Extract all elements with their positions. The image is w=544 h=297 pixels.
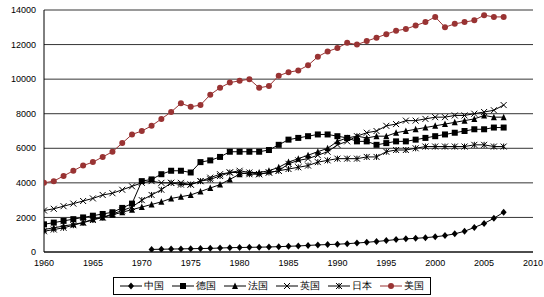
html-text:法国: 法国	[248, 280, 268, 291]
svg-text:2000: 2000	[16, 213, 36, 223]
svg-text:8000: 8000	[16, 109, 36, 119]
svg-text:1985: 1985	[278, 258, 298, 268]
svg-text:1975: 1975	[181, 258, 201, 268]
svg-text:1970: 1970	[132, 258, 152, 268]
html-text:德国: 德国	[196, 280, 216, 291]
svg-text:1965: 1965	[83, 258, 103, 268]
svg-text:12000: 12000	[11, 40, 36, 50]
svg-text:1995: 1995	[376, 258, 396, 268]
html-text:美国: 美国	[404, 280, 424, 291]
svg-text:4000: 4000	[16, 178, 36, 188]
svg-text:1990: 1990	[327, 258, 347, 268]
html-text:中国: 中国	[144, 280, 164, 291]
svg-text:2000: 2000	[425, 258, 445, 268]
svg-text:2010: 2010	[523, 258, 536, 268]
svg-text:0: 0	[31, 247, 36, 257]
svg-text:14000: 14000	[11, 5, 36, 15]
svg-text:1960: 1960	[34, 258, 54, 268]
html-text:日本: 日本	[352, 280, 372, 291]
svg-text:6000: 6000	[16, 143, 36, 153]
svg-text:2005: 2005	[474, 258, 494, 268]
html-text:英国: 英国	[300, 280, 320, 291]
svg-text:1980: 1980	[230, 258, 250, 268]
svg-text:10000: 10000	[11, 74, 36, 84]
